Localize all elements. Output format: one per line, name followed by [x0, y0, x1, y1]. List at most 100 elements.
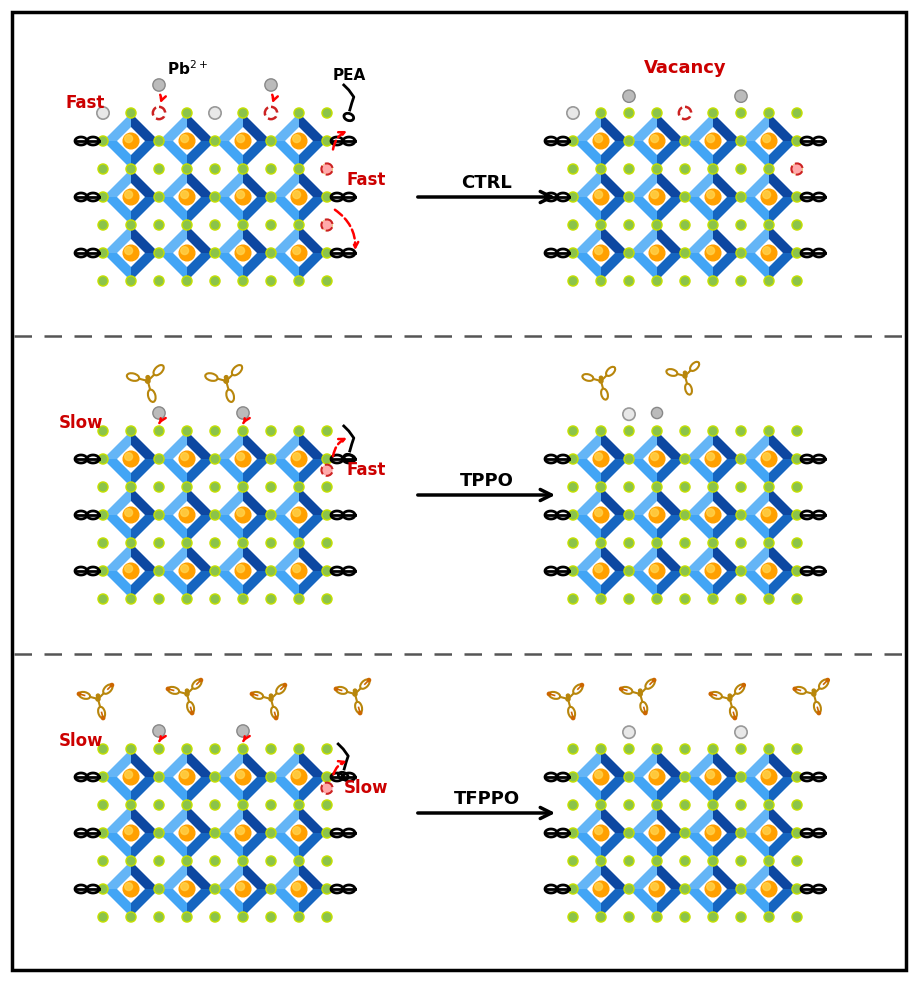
- Circle shape: [238, 220, 248, 230]
- Polygon shape: [685, 141, 713, 169]
- Circle shape: [126, 108, 136, 118]
- Polygon shape: [587, 557, 615, 585]
- Circle shape: [240, 483, 247, 491]
- Polygon shape: [299, 431, 327, 459]
- Circle shape: [96, 107, 109, 119]
- Circle shape: [210, 510, 220, 520]
- Polygon shape: [117, 819, 145, 847]
- Polygon shape: [713, 777, 741, 805]
- Polygon shape: [285, 445, 313, 473]
- Circle shape: [238, 538, 248, 548]
- Circle shape: [123, 246, 139, 261]
- Circle shape: [267, 249, 274, 256]
- Circle shape: [210, 856, 220, 866]
- Polygon shape: [657, 889, 685, 917]
- Polygon shape: [215, 543, 243, 571]
- Circle shape: [736, 856, 746, 866]
- Circle shape: [652, 220, 662, 230]
- Polygon shape: [131, 253, 159, 281]
- Circle shape: [598, 595, 605, 603]
- Polygon shape: [229, 127, 257, 155]
- Polygon shape: [741, 113, 769, 141]
- Text: CTRL: CTRL: [461, 174, 512, 192]
- Circle shape: [736, 566, 746, 576]
- Circle shape: [155, 137, 162, 144]
- Circle shape: [737, 857, 744, 864]
- Circle shape: [681, 249, 688, 256]
- Circle shape: [569, 277, 577, 285]
- Circle shape: [737, 830, 744, 837]
- Circle shape: [598, 913, 605, 921]
- Circle shape: [267, 830, 274, 837]
- Circle shape: [707, 883, 714, 891]
- Polygon shape: [713, 431, 741, 459]
- Circle shape: [210, 136, 220, 146]
- Circle shape: [182, 220, 192, 230]
- Circle shape: [126, 912, 136, 922]
- Circle shape: [238, 912, 248, 922]
- Circle shape: [651, 827, 658, 835]
- Polygon shape: [299, 571, 327, 599]
- Circle shape: [181, 453, 188, 461]
- Circle shape: [266, 744, 276, 754]
- Circle shape: [568, 482, 578, 492]
- Circle shape: [705, 881, 721, 897]
- Polygon shape: [187, 833, 215, 861]
- Circle shape: [649, 563, 665, 578]
- Circle shape: [568, 220, 578, 230]
- Circle shape: [569, 165, 577, 173]
- Circle shape: [734, 726, 747, 738]
- Circle shape: [179, 825, 195, 841]
- Polygon shape: [159, 861, 187, 889]
- Circle shape: [296, 277, 303, 285]
- Circle shape: [792, 744, 802, 754]
- Polygon shape: [103, 833, 131, 861]
- Circle shape: [99, 109, 106, 117]
- Circle shape: [624, 136, 634, 146]
- Circle shape: [322, 912, 332, 922]
- Circle shape: [764, 538, 774, 548]
- Polygon shape: [685, 113, 713, 141]
- Circle shape: [625, 913, 633, 921]
- Circle shape: [179, 563, 195, 578]
- Circle shape: [736, 220, 746, 230]
- Polygon shape: [103, 197, 131, 225]
- Polygon shape: [741, 571, 769, 599]
- Circle shape: [595, 135, 602, 142]
- Polygon shape: [187, 889, 215, 917]
- Circle shape: [293, 135, 300, 142]
- Circle shape: [284, 683, 286, 686]
- Circle shape: [154, 912, 164, 922]
- Polygon shape: [601, 861, 629, 889]
- Polygon shape: [685, 487, 713, 515]
- Polygon shape: [601, 169, 629, 197]
- Circle shape: [680, 108, 690, 118]
- Circle shape: [210, 164, 220, 174]
- Circle shape: [710, 539, 717, 547]
- Circle shape: [98, 884, 108, 894]
- Circle shape: [598, 539, 605, 547]
- Circle shape: [624, 191, 634, 202]
- Circle shape: [154, 191, 164, 202]
- Circle shape: [792, 884, 802, 894]
- Circle shape: [593, 134, 609, 149]
- Circle shape: [568, 772, 578, 782]
- Circle shape: [322, 828, 332, 838]
- Circle shape: [624, 276, 634, 286]
- Circle shape: [792, 136, 802, 146]
- Circle shape: [624, 856, 634, 866]
- Circle shape: [264, 79, 277, 91]
- Circle shape: [155, 745, 162, 752]
- Circle shape: [649, 507, 665, 522]
- Polygon shape: [629, 197, 657, 225]
- Circle shape: [224, 375, 228, 379]
- Polygon shape: [271, 833, 299, 861]
- Circle shape: [652, 408, 663, 418]
- Polygon shape: [629, 113, 657, 141]
- Circle shape: [593, 507, 609, 522]
- Circle shape: [125, 509, 132, 517]
- Circle shape: [210, 220, 220, 230]
- Circle shape: [793, 568, 800, 574]
- Polygon shape: [685, 459, 713, 487]
- Circle shape: [761, 769, 777, 785]
